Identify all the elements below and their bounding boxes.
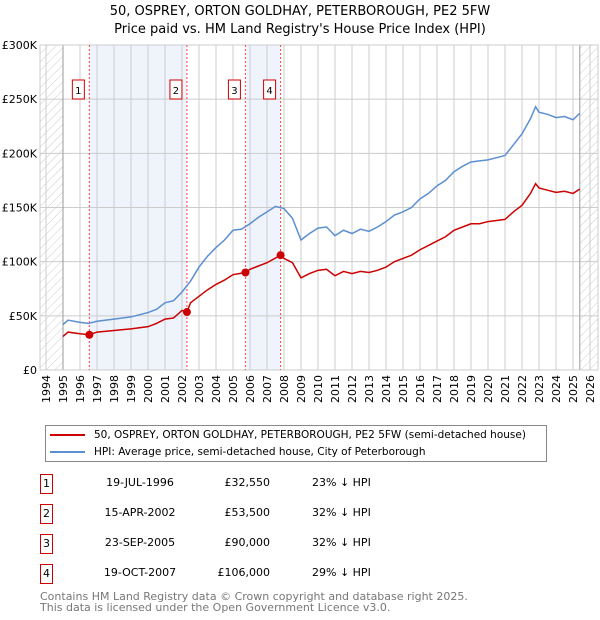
price-paid-line <box>62 182 581 337</box>
x-tick-label: 1994 <box>40 375 53 403</box>
x-tick-label: 2016 <box>414 375 427 403</box>
y-tick-label: £0 <box>23 364 37 377</box>
footer-licence: This data is licensed under the Open Gov… <box>40 601 391 614</box>
sale-price: £106,000 <box>217 566 271 579</box>
x-tick-label: 2018 <box>448 375 461 403</box>
sale-number: 2 <box>40 504 53 524</box>
sale-hpi: 23% ↓ HPI <box>312 476 371 489</box>
sale-point <box>241 268 250 277</box>
sale-hpi: 32% ↓ HPI <box>312 536 371 549</box>
x-tick-label: 1998 <box>108 375 121 403</box>
x-tick-label: 2015 <box>397 375 410 403</box>
x-tick-label: 1999 <box>125 375 138 403</box>
x-tick-label: 2009 <box>295 375 308 403</box>
x-tick-label: 1997 <box>91 375 104 403</box>
x-tick-label: 2013 <box>363 375 376 403</box>
sale-label-box <box>263 79 277 100</box>
y-tick-label: £300K <box>2 39 38 52</box>
sale-label: 1 <box>75 86 81 97</box>
x-tick-label: 2008 <box>278 375 291 403</box>
x-tick-label: 2022 <box>516 375 529 403</box>
sale-label: 4 <box>266 86 272 97</box>
sale-point <box>182 308 191 317</box>
sale-number: 4 <box>40 564 53 584</box>
legend: 50, OSPREY, ORTON GOLDHAY, PETERBOROUGH,… <box>45 425 547 462</box>
sale-price: £90,000 <box>224 536 271 549</box>
x-tick-label: 2002 <box>176 375 189 403</box>
x-tick-label: 2019 <box>465 375 478 403</box>
table-row: 1 19-JUL-1996 £32,550 23% ↓ HPI <box>40 474 440 494</box>
x-tick-label: 2023 <box>533 375 546 403</box>
table-row: 4 19-OCT-2007 £106,000 29% ↓ HPI <box>40 564 440 584</box>
y-tick-label: £50K <box>9 310 38 323</box>
table-row: 3 23-SEP-2005 £90,000 32% ↓ HPI <box>40 534 440 554</box>
sale-date: 23-SEP-2005 <box>104 536 176 549</box>
sale-label: 3 <box>231 86 237 97</box>
sale-date: 19-OCT-2007 <box>103 566 177 579</box>
y-tick-label: £200K <box>2 147 38 160</box>
x-tick-label: 2006 <box>244 375 257 403</box>
sale-label-box <box>169 79 183 100</box>
plot-frame <box>39 44 599 371</box>
legend-red-label: 50, OSPREY, ORTON GOLDHAY, PETERBOROUGH,… <box>94 429 526 441</box>
x-tick-label: 1995 <box>57 375 70 403</box>
sale-label: 2 <box>173 86 179 97</box>
sale-date: 19-JUL-1996 <box>106 476 174 489</box>
hpi-line <box>62 105 581 326</box>
x-tick-label: 2005 <box>227 375 240 403</box>
x-tick-label: 2004 <box>210 375 223 403</box>
x-tick-label: 2011 <box>329 375 342 403</box>
x-tick-label: 1996 <box>74 375 87 403</box>
x-tick-label: 2025 <box>567 375 580 403</box>
sale-number: 1 <box>40 474 53 494</box>
x-tick-label: 2010 <box>312 375 325 403</box>
sale-date: 15-APR-2002 <box>104 506 176 519</box>
x-tick-label: 2026 <box>584 375 597 403</box>
legend-blue-swatch <box>50 451 85 453</box>
sale-point <box>276 251 285 260</box>
x-tick-label: 2021 <box>499 375 512 403</box>
chart-title: 50, OSPREY, ORTON GOLDHAY, PETERBOROUGH,… <box>109 4 491 19</box>
x-tick-label: 2017 <box>431 375 444 403</box>
sale-price: £53,500 <box>224 506 271 519</box>
x-tick-label: 2024 <box>550 375 563 403</box>
x-tick-label: 2001 <box>159 375 172 403</box>
y-tick-label: £150K <box>2 202 38 215</box>
sale-price: £32,550 <box>224 476 271 489</box>
legend-red-swatch <box>50 434 85 436</box>
x-tick-label: 2003 <box>193 375 206 403</box>
table-row: 2 15-APR-2002 £53,500 32% ↓ HPI <box>40 504 440 524</box>
sale-label-box <box>71 79 85 100</box>
x-tick-label: 2007 <box>261 375 274 403</box>
x-tick-label: 2000 <box>142 375 155 403</box>
chart-subtitle: Price paid vs. HM Land Registry's House … <box>114 22 486 37</box>
x-tick-label: 2014 <box>380 375 393 403</box>
sale-number: 3 <box>40 534 53 554</box>
legend-blue-label: HPI: Average price, semi-detached house,… <box>94 446 426 458</box>
sale-label-box <box>227 79 241 100</box>
sale-hpi: 29% ↓ HPI <box>312 566 371 579</box>
x-tick-label: 2012 <box>346 375 359 403</box>
x-tick-label: 2020 <box>482 375 495 403</box>
footer-copyright: Contains HM Land Registry data © Crown c… <box>40 590 468 603</box>
sale-point <box>85 330 94 339</box>
y-tick-label: £100K <box>2 256 38 269</box>
price-chart: £0 £50K £100K £150K £200K £250K £300K 1994 1995 1… <box>2 39 599 403</box>
y-tick-label: £250K <box>2 93 38 106</box>
sale-hpi: 32% ↓ HPI <box>312 506 371 519</box>
